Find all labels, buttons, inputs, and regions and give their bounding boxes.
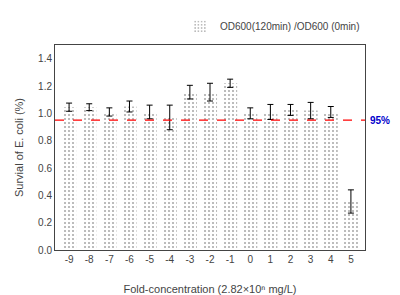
svg-text:2: 2 xyxy=(288,254,294,265)
svg-text:0: 0 xyxy=(247,254,253,265)
svg-text:-2: -2 xyxy=(206,254,215,265)
svg-text:-7: -7 xyxy=(105,254,114,265)
svg-text:0.8: 0.8 xyxy=(38,135,52,146)
svg-text:5: 5 xyxy=(348,254,354,265)
svg-text:-5: -5 xyxy=(145,254,154,265)
svg-text:-1: -1 xyxy=(226,254,235,265)
svg-text:Fold-concentration (2.82×10ⁿ m: Fold-concentration (2.82×10ⁿ mg/L) xyxy=(123,283,296,295)
svg-text:0.4: 0.4 xyxy=(38,190,52,201)
svg-text:-6: -6 xyxy=(125,254,134,265)
svg-text:Survial of E. coli (%): Survial of E. coli (%) xyxy=(13,98,25,197)
svg-text:3: 3 xyxy=(308,254,314,265)
svg-text:1.2: 1.2 xyxy=(38,81,52,92)
svg-text:-9: -9 xyxy=(65,254,74,265)
svg-text:OD600(120min) /OD600 (0min): OD600(120min) /OD600 (0min) xyxy=(220,21,360,32)
svg-text:1.0: 1.0 xyxy=(38,108,52,119)
svg-text:1.4: 1.4 xyxy=(38,53,52,64)
svg-text:95%: 95% xyxy=(370,115,390,126)
svg-text:0.2: 0.2 xyxy=(38,217,52,228)
svg-text:0.6: 0.6 xyxy=(38,163,52,174)
svg-text:-8: -8 xyxy=(85,254,94,265)
svg-text:-4: -4 xyxy=(165,254,174,265)
svg-text:4: 4 xyxy=(328,254,334,265)
svg-text:1: 1 xyxy=(268,254,274,265)
svg-text:0.0: 0.0 xyxy=(38,245,52,256)
svg-text:-3: -3 xyxy=(185,254,194,265)
